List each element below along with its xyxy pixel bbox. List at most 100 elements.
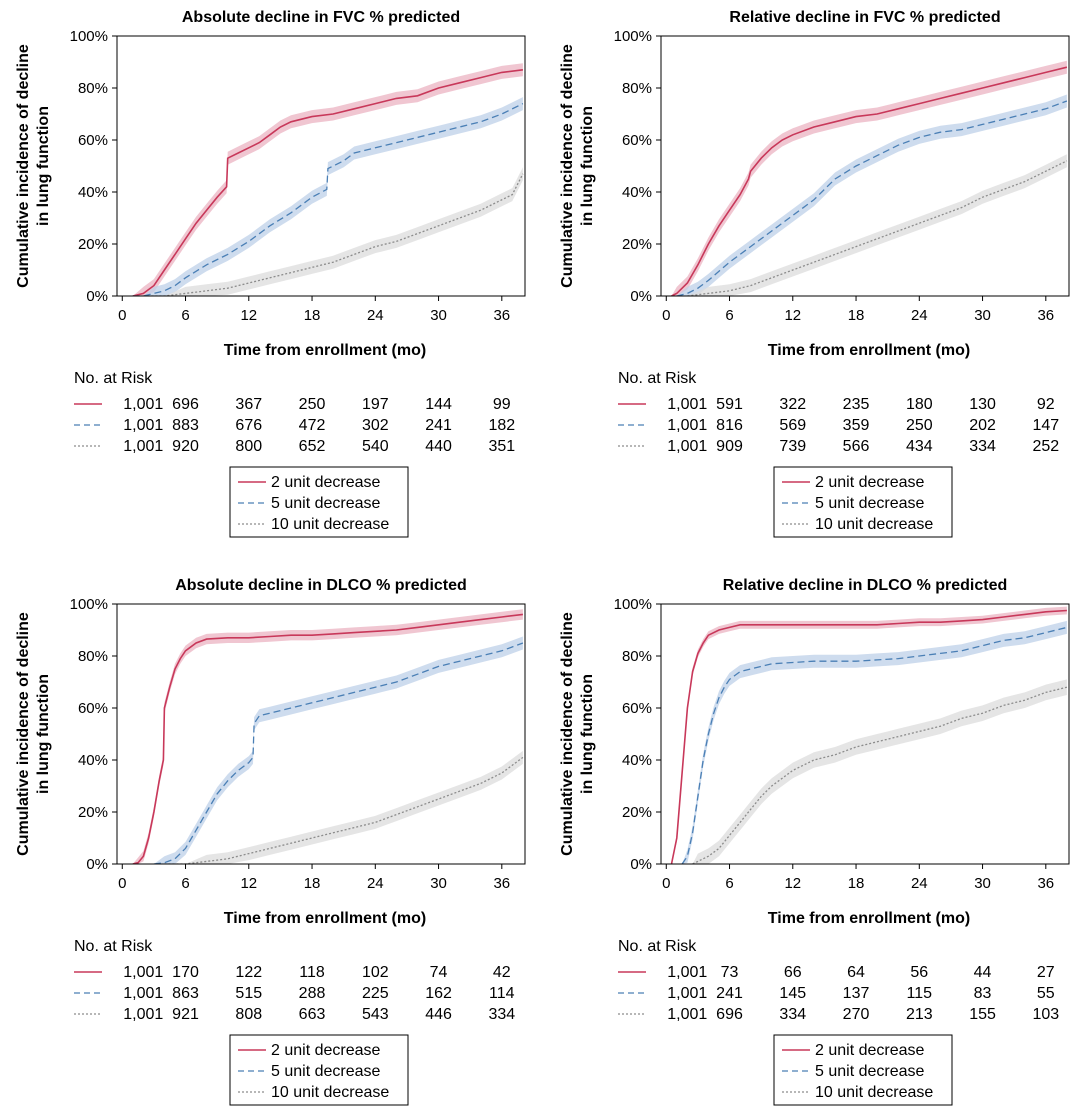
series-line-two-unit [132,69,523,296]
y-tick-label: 80% [622,648,652,665]
risk-table-cell: 92 [1037,396,1055,413]
risk-table-cell: 540 [362,438,389,455]
risk-table-cell: 1,001 [667,964,707,981]
x-tick-label: 30 [430,307,447,324]
y-axis-label-line-1: Cumulative incidence of decline [559,612,576,856]
y-tick-label: 80% [78,648,108,665]
x-axis-label: Time from enrollment (mo) [768,342,970,359]
y-tick-label: 40% [78,752,108,769]
y-axis-label-line-2: in lung function [579,106,596,226]
risk-table-cell: 55 [1037,985,1055,1002]
legend: 2 unit decrease 5 unit decrease 10 unit de… [229,466,409,538]
x-tick-label: 30 [430,875,447,892]
legend-label-ten-unit: 10 unit decrease [815,1084,933,1101]
y-tick-label: 0% [630,288,652,305]
y-axis-label: Cumulative incidence of decline in lung f… [15,612,52,856]
risk-table-cell: 213 [906,1006,933,1023]
y-axis-label-line-1: Cumulative incidence of decline [15,612,32,856]
risk-table-cell: 351 [488,438,515,455]
risk-table-cell: 42 [493,964,511,981]
chart-title: Relative decline in DLCO % predicted [723,577,1008,594]
risk-table-cell: 225 [362,985,389,1002]
y-tick-label: 60% [622,700,652,717]
risk-table-cell: 663 [299,1006,326,1023]
risk-table-cell: 302 [362,417,389,434]
x-tick-label: 6 [181,307,189,324]
x-tick-label: 24 [367,875,384,892]
y-tick-label: 40% [622,184,652,201]
risk-table-cell: 696 [172,396,199,413]
x-tick-label: 12 [784,875,801,892]
x-tick-label: 0 [662,875,670,892]
legend-label-five-unit: 5 unit decrease [815,1063,925,1080]
legend: 2 unit decrease 5 unit decrease 10 unit de… [773,466,953,538]
risk-table-cell: 103 [1032,1006,1059,1023]
risk-table-cell: 591 [716,396,743,413]
risk-table-cell: 270 [843,1006,870,1023]
risk-table-cell: 1,001 [667,438,707,455]
x-tick-label: 30 [974,875,991,892]
y-tick-label: 40% [622,752,652,769]
plot-area [670,606,1068,864]
ci-band-ten-unit [143,167,523,296]
risk-table-cell: 130 [969,396,996,413]
risk-table-cell: 816 [716,417,743,434]
x-tick-label: 24 [911,307,928,324]
x-axis-label: Time from enrollment (mo) [224,910,426,927]
ci-band-two-unit [671,606,1067,864]
legend: 2 unit decrease 5 unit decrease 10 unit de… [773,1034,953,1106]
risk-table-cell: 235 [843,396,870,413]
risk-table-cell: 1,001 [667,396,707,413]
risk-table-cell: 197 [362,396,389,413]
risk-table-cell: 652 [299,438,326,455]
risk-table-cell: 114 [489,985,515,1002]
x-tick-label: 30 [974,307,991,324]
risk-table-cell: 434 [906,438,933,455]
risk-table-cell: 155 [969,1006,996,1023]
risk-table-cell: 367 [235,396,262,413]
series-line-five-unit [132,103,524,296]
y-tick-label: 100% [70,28,108,45]
risk-table: No. at Risk 1,001 591 322 235 180 130 92 1,001 81… [618,370,1059,455]
risk-table-cell: 202 [969,417,996,434]
risk-table-cell: 1,001 [123,396,163,413]
risk-table-cell: 543 [362,1006,389,1023]
plot-area [132,609,524,864]
y-axis-label-line-2: in lung function [579,674,596,794]
x-tick-label: 18 [304,307,321,324]
ci-band-ten-unit [164,750,523,864]
risk-table-cell: 883 [172,417,199,434]
risk-table-cell: 137 [843,985,870,1002]
x-axis-label: Time from enrollment (mo) [768,910,970,927]
risk-table-cell: 569 [779,417,806,434]
x-tick-label: 0 [118,307,126,324]
risk-table-cell: 144 [425,396,452,413]
risk-table-cell: 334 [488,1006,515,1023]
legend: 2 unit decrease 5 unit decrease 10 unit de… [229,1034,409,1106]
plot-frame [660,603,1070,865]
x-tick-label: 12 [240,307,257,324]
risk-table-cell: 334 [969,438,996,455]
x-tick-label: 36 [1037,307,1054,324]
risk-table-cell: 1,001 [667,417,707,434]
legend-box [773,1034,953,1106]
ci-band-ten-unit [687,154,1067,296]
risk-table-cell: 1,001 [123,438,163,455]
risk-table-cell: 99 [493,396,511,413]
x-tick-label: 36 [493,875,510,892]
y-axis-label: Cumulative incidence of decline in lung f… [559,612,596,856]
risk-table-cell: 1,001 [667,1006,707,1023]
y-tick-label: 100% [614,28,652,45]
y-axis-label: Cumulative incidence of decline in lung f… [15,44,52,288]
risk-table-cell: 800 [235,438,262,455]
chart-title: Absolute decline in DLCO % predicted [175,577,467,594]
risk-table-cell: 252 [1032,438,1059,455]
risk-table-cell: 1,001 [667,985,707,1002]
risk-table-cell: 1,001 [123,985,163,1002]
risk-table: No. at Risk 1,001 73 66 64 56 44 27 1,001 241 145 1… [618,938,1059,1023]
chart-title: Relative decline in FVC % predicted [729,9,1000,26]
series-line-ten-unit [164,756,524,864]
risk-table-cell: 921 [172,1006,199,1023]
x-tick-label: 36 [1037,875,1054,892]
series-line-two-unit [670,609,1067,864]
